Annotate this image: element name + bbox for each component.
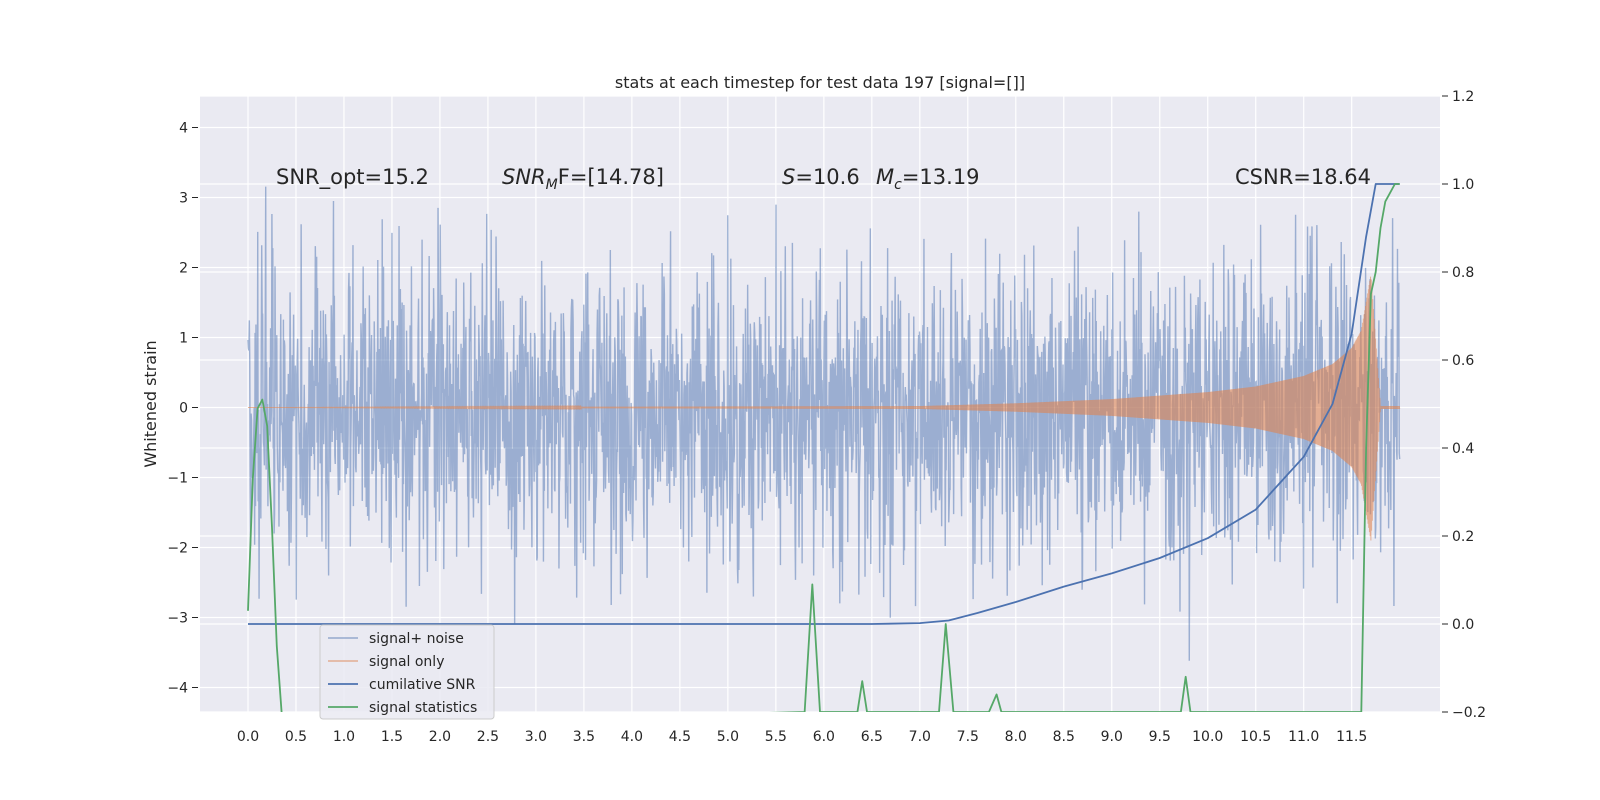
annotation-snr-mf: SNRMF=[14.78] xyxy=(502,165,664,193)
y-tick-label: 1 xyxy=(179,331,188,347)
annotation-mc-var: M xyxy=(876,165,894,189)
x-tick-label: 0.5 xyxy=(285,729,307,745)
y-right-tick-label: 0.0 xyxy=(1452,617,1474,633)
legend-label-signal-statistics: signal statistics xyxy=(369,700,477,716)
ticks: 0.0 0.5 1.0 1.5 2.0 2.5 3.0 3.5 4.0 4.5 5.0 5.5 6.0 6… xyxy=(167,89,1486,745)
y-right-tick-label: −0.2 xyxy=(1452,705,1486,721)
x-tick-label: 2.0 xyxy=(429,729,451,745)
legend-label-cumulative-snr: cumilative SNR xyxy=(369,677,476,693)
x-tick-label: 3.0 xyxy=(525,729,547,745)
y-tick-label: −1 xyxy=(167,471,188,487)
y-tick-label: −3 xyxy=(167,611,188,627)
series-cumulative-snr xyxy=(247,183,1400,625)
y-right-tick-label: 1.0 xyxy=(1452,177,1474,193)
x-tick-label: 0.0 xyxy=(237,729,259,745)
x-tick-label: 1.5 xyxy=(381,729,403,745)
y-tick-label: 2 xyxy=(179,261,188,277)
chart-title: stats at each timestep for test data 197… xyxy=(615,73,1025,92)
x-tick-label: 10.0 xyxy=(1192,729,1223,745)
annotation-s-var: S xyxy=(782,165,795,189)
annotation-mc: Mc=13.19 xyxy=(876,165,980,193)
legend-box xyxy=(319,624,495,720)
x-tick-label: 1.0 xyxy=(333,729,355,745)
y-right-tick-label: 0.8 xyxy=(1452,265,1474,281)
annotation-mc-sub: c xyxy=(894,177,902,193)
series-signal-noise xyxy=(247,186,1401,661)
x-tick-label: 2.5 xyxy=(477,729,499,745)
x-tick-label: 8.0 xyxy=(1005,729,1027,745)
x-tick-label: 5.5 xyxy=(765,729,787,745)
annotation-mc-rest: =13.19 xyxy=(902,165,980,189)
y-tick-label: 0 xyxy=(179,401,188,417)
annotation-snr-mf-sub: M xyxy=(546,177,558,193)
x-tick-label: 7.0 xyxy=(909,729,931,745)
series-signal-statistics xyxy=(247,183,1400,712)
y-right-tick-label: 0.6 xyxy=(1452,353,1474,369)
x-tick-label: 6.0 xyxy=(813,729,835,745)
x-tick-label: 9.5 xyxy=(1149,729,1171,745)
x-tick-label: 4.5 xyxy=(669,729,691,745)
annotation-s-rest: =10.6 xyxy=(795,165,859,189)
x-tick-label: 3.5 xyxy=(573,729,595,745)
series-layer xyxy=(247,183,1401,712)
y-right-tick-label: 1.2 xyxy=(1452,89,1474,105)
y-tick-label: 4 xyxy=(179,121,188,137)
y-right-tick-label: 0.2 xyxy=(1452,529,1474,545)
legend: signal+ noise signal only cumilative SNR… xyxy=(319,624,495,720)
x-tick-label: 6.5 xyxy=(861,729,883,745)
series-signal-only xyxy=(247,276,1401,541)
annotation-snr-mf-rest: F=[14.78] xyxy=(558,165,664,189)
y-tick-label: −2 xyxy=(167,541,188,557)
x-tick-label: 11.0 xyxy=(1288,729,1319,745)
annotation-csnr: CSNR=18.64 xyxy=(1235,165,1371,189)
legend-label-signal-only: signal only xyxy=(369,654,444,670)
annotation-snr-mf-var: SNR xyxy=(502,165,546,189)
x-tick-label: 4.0 xyxy=(621,729,643,745)
y-axis-label: Whitened strain xyxy=(141,340,160,467)
x-tick-label: 5.0 xyxy=(717,729,739,745)
y-tick-label: −4 xyxy=(167,681,188,697)
x-tick-label: 11.5 xyxy=(1336,729,1367,745)
y-right-tick-label: 0.4 xyxy=(1452,441,1474,457)
legend-label-signal-noise: signal+ noise xyxy=(369,631,464,647)
y-tick-label: 3 xyxy=(179,191,188,207)
annotation-s: S=10.6 xyxy=(782,165,860,189)
annotation-snr-opt: SNR_opt=15.2 xyxy=(276,165,429,190)
x-tick-label: 9.0 xyxy=(1101,729,1123,745)
x-tick-label: 7.5 xyxy=(957,729,979,745)
x-tick-label: 10.5 xyxy=(1240,729,1271,745)
x-tick-label: 8.5 xyxy=(1053,729,1075,745)
